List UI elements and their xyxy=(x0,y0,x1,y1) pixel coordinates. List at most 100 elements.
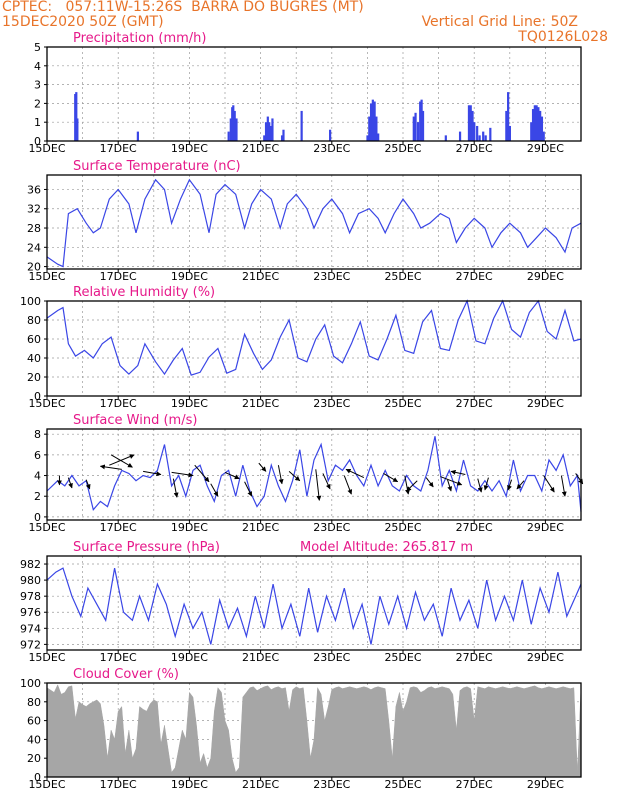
x-tick-label: 19DEC xyxy=(171,270,208,283)
precip-bar xyxy=(233,110,236,141)
x-tick-label: 21DEC xyxy=(242,778,279,791)
panel-3: 0 2 4 6 8 15DEC 17DEC 19DEC 21DEC 23DEC 25DEC 27DEC… xyxy=(28,413,584,534)
precip-bar xyxy=(458,131,462,141)
x-tick-label: 15DEC xyxy=(28,778,65,791)
x-tick-label: 29DEC xyxy=(527,142,564,155)
x-tick-label: 25DEC xyxy=(384,397,421,410)
x-tick-label: 17DEC xyxy=(100,651,137,664)
wind-vector xyxy=(315,469,322,501)
y-tick-label: 4 xyxy=(34,60,41,73)
precip-bar xyxy=(371,99,374,141)
panel-title: Surface Temperature (nC) xyxy=(73,159,241,174)
wind-vector xyxy=(110,454,133,468)
wind-vector xyxy=(343,475,353,495)
x-tick-label: 25DEC xyxy=(384,778,421,791)
x-tick-label: 19DEC xyxy=(171,778,208,791)
precip-bar xyxy=(268,122,271,141)
wind-vector xyxy=(543,475,555,493)
x-tick-label: 25DEC xyxy=(384,521,421,534)
x-tick-label: 29DEC xyxy=(527,651,564,664)
x-tick-label: 23DEC xyxy=(313,270,350,283)
precip-bar xyxy=(420,99,423,141)
wind-vector xyxy=(224,471,240,480)
panel-4: 972 974 976 978 980 982 15DEC 17DEC 19DEC 21DEC 23… xyxy=(20,540,582,664)
precip-bar xyxy=(478,135,481,141)
wind-vector xyxy=(450,469,466,475)
wind-vector xyxy=(194,464,210,483)
precip-bar xyxy=(377,133,380,141)
wind-vector xyxy=(322,473,331,490)
panel-frame xyxy=(46,428,582,521)
precip-bar xyxy=(300,110,303,141)
precip-bar xyxy=(280,135,284,141)
panel-5: 0 20 40 60 80 100 15DEC 17DEC 19DEC 21DEC 23DEC 25D… xyxy=(20,667,582,791)
wind-vector xyxy=(210,483,219,497)
precip-bar xyxy=(271,118,274,141)
precip-bar xyxy=(227,131,230,141)
x-tick-label: 25DEC xyxy=(384,142,421,155)
precip-bar xyxy=(264,122,268,141)
y-tick-label: 976 xyxy=(20,606,41,619)
panel-title: Surface Pressure (hPa) xyxy=(73,540,220,555)
y-tick-label: 20 xyxy=(27,261,41,274)
precip-bar xyxy=(535,105,538,141)
precip-bar xyxy=(482,131,485,141)
x-tick-label: 29DEC xyxy=(527,778,564,791)
series-line xyxy=(46,178,582,268)
wind-vector xyxy=(67,477,73,489)
wind-vector xyxy=(277,465,284,485)
precip-bar xyxy=(263,135,266,141)
y-tick-label: 2 xyxy=(34,97,41,110)
wind-vector xyxy=(172,478,179,498)
precip-bar xyxy=(414,112,417,141)
wind-vector xyxy=(483,477,489,491)
y-tick-label: 5 xyxy=(34,41,41,54)
precip-bar xyxy=(505,110,508,141)
station-title: CPTEC: 057:11W-15:26S BARRA DO BUGRES (M… xyxy=(2,0,364,15)
y-tick-label: 100 xyxy=(20,677,41,690)
y-tick-label: 20 xyxy=(27,371,41,384)
precip-bar xyxy=(416,122,420,141)
y-tick-label: 80 xyxy=(27,314,41,327)
precip-bar xyxy=(484,135,487,141)
x-tick-label: 27DEC xyxy=(456,521,493,534)
x-tick-label: 19DEC xyxy=(171,142,208,155)
precip-bar xyxy=(373,101,376,141)
precip-bar xyxy=(136,131,139,141)
wind-vector xyxy=(477,478,483,493)
x-tick-label: 21DEC xyxy=(242,142,279,155)
precip-bar xyxy=(542,131,545,141)
x-tick-label: 29DEC xyxy=(527,521,564,534)
x-tick-label: 27DEC xyxy=(456,778,493,791)
precip-bar xyxy=(473,122,476,141)
precip-bar xyxy=(508,125,511,141)
precip-bar xyxy=(530,122,533,141)
y-tick-label: 4 xyxy=(34,470,41,483)
panel-frame xyxy=(46,300,582,397)
precip-bar xyxy=(229,118,232,141)
y-tick-label: 0 xyxy=(34,135,41,148)
x-tick-label: 27DEC xyxy=(456,142,493,155)
wind-vector xyxy=(440,476,463,486)
y-tick-label: 8 xyxy=(34,428,41,441)
y-tick-label: 980 xyxy=(20,574,41,587)
y-tick-label: 972 xyxy=(20,638,41,651)
precip-bar xyxy=(467,105,471,141)
precip-bar xyxy=(476,125,479,141)
wind-vector xyxy=(99,464,122,470)
wind-vector xyxy=(345,468,365,479)
panel-frame xyxy=(46,174,582,270)
x-tick-label: 25DEC xyxy=(384,270,421,283)
wind-vector xyxy=(288,471,301,482)
wind-vector xyxy=(507,479,513,491)
x-tick-label: 23DEC xyxy=(313,778,350,791)
precip-bar xyxy=(368,116,371,141)
panel-0: 0 1 2 3 4 5 15DEC 17DEC 19DEC 21DEC 23DEC 25DEC 27DE… xyxy=(28,31,582,155)
x-tick-label: 17DEC xyxy=(100,270,137,283)
y-tick-label: 3 xyxy=(34,79,41,92)
precip-bar xyxy=(329,129,332,141)
x-tick-label: 27DEC xyxy=(456,397,493,410)
y-tick-label: 32 xyxy=(27,203,41,216)
panel-frame xyxy=(46,555,582,651)
